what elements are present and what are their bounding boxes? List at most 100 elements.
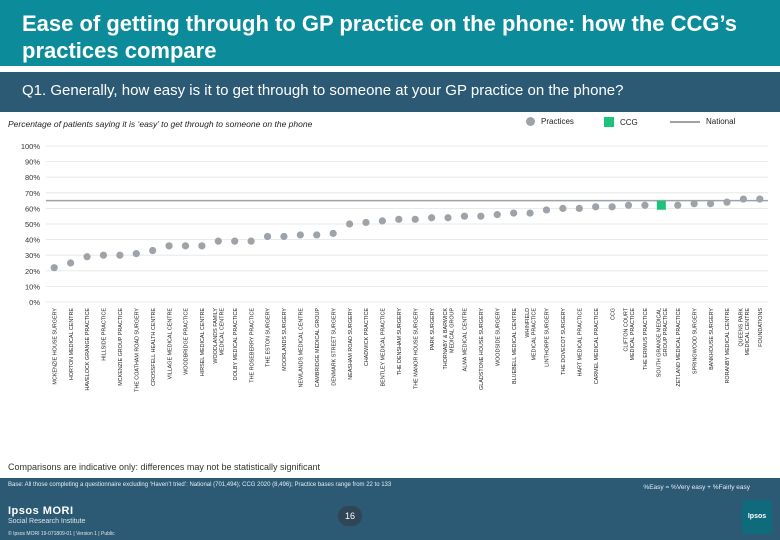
category-label: ALMA MEDICAL CENTRE <box>463 308 469 372</box>
legend-national: National <box>670 117 735 126</box>
category-label: NEASHAM ROAD SURGERY <box>348 308 354 380</box>
ipsos-mori-logo: Ipsos MORI <box>8 505 74 517</box>
practice-point <box>411 215 419 223</box>
practice-marker-icon <box>526 117 535 126</box>
practice-point <box>165 242 173 250</box>
practice-point <box>296 231 304 239</box>
category-label: MEDICAL CENTRE <box>745 308 751 356</box>
practice-point <box>247 237 255 245</box>
category-label: MCKENZIE GROUP PRACTICE <box>118 308 124 386</box>
y-tick-label: 10% <box>25 282 40 291</box>
y-tick-label: 100% <box>21 142 41 151</box>
easy-definition: %Easy = %Very easy + %Fairly easy <box>643 484 750 491</box>
practice-point <box>428 214 436 222</box>
legend-ccg-label: CCG <box>620 117 638 127</box>
practice-point <box>214 237 222 245</box>
practice-point <box>280 232 288 241</box>
practice-point <box>378 217 386 225</box>
category-label: CCG <box>610 308 616 320</box>
legend-practices-label: Practices <box>541 117 574 126</box>
y-tick-label: 70% <box>25 189 40 198</box>
category-label: WOODSIDE SURGERY <box>495 308 501 366</box>
category-label: HIRSEL MEDICAL CENTRE <box>200 308 206 377</box>
practice-point <box>67 259 75 267</box>
category-label: DOLBY MEDICAL PRACTICE <box>233 308 239 381</box>
category-label: THORNABY & BARWICK <box>443 308 449 370</box>
category-label: THE DOVECOT SURGERY <box>561 308 567 375</box>
comparison-note: Comparisons are indicative only: differe… <box>8 462 320 472</box>
y-tick-label: 0% <box>29 298 40 307</box>
practice-point <box>674 201 682 209</box>
practice-point <box>83 253 91 261</box>
practice-point <box>624 201 633 209</box>
title-band <box>0 0 780 66</box>
footer-band <box>0 478 780 540</box>
practice-point <box>690 200 698 208</box>
practice-point <box>542 206 551 214</box>
category-label: CROSSFELL HEALTH CENTRE <box>151 308 157 386</box>
y-tick-label: 50% <box>25 220 40 229</box>
category-label: RORANBY MEDICAL CENTRE <box>725 308 731 384</box>
category-label: NEWLANDS MEDICAL CENTRE <box>299 308 305 388</box>
category-label: CLIFTON COURT <box>623 307 629 351</box>
question-text: Q1. Generally, how easy is it to get thr… <box>22 82 624 99</box>
category-label: SOUTH GRANGE MEDICAL <box>656 308 662 377</box>
ccg-marker-icon <box>604 117 614 127</box>
copyright: © Ipsos MORI 19-071809-01 | Version 1 | … <box>8 531 115 537</box>
category-label: FOUNDATIONS <box>758 308 764 347</box>
practice-point <box>50 264 58 272</box>
category-label: CHADWICK PRACTICE <box>364 308 370 367</box>
practice-point <box>608 203 616 211</box>
category-label: PARK SURGERY <box>430 308 436 351</box>
national-line-icon <box>670 120 700 123</box>
category-label: SPRINGWOOD SURGERY <box>692 308 698 374</box>
category-label: THE ESTON SURGERY <box>266 308 272 367</box>
practice-point <box>756 195 764 203</box>
category-label: CAMBRIDGE MEDICAL GROUP <box>315 308 321 388</box>
category-label: MEDICAL PRACTICE <box>532 308 538 361</box>
category-label: VILLAGE MEDICAL CENTRE <box>167 308 173 380</box>
practice-point <box>313 231 321 239</box>
y-tick-label: 30% <box>25 251 40 260</box>
social-research-institute: Social Research Institute <box>8 518 86 525</box>
category-label: DENMARK STREET SURGERY <box>331 308 337 386</box>
question-band <box>0 72 780 112</box>
y-tick-label: 60% <box>25 204 40 213</box>
practice-point <box>181 242 190 250</box>
category-label: MEDICAL PRACTICE <box>630 308 636 361</box>
category-label: THE COATHAM ROAD SURGERY <box>134 308 140 392</box>
category-label: GROUP PRACTICE <box>663 308 669 357</box>
base-text: Base: All those completing a questionnai… <box>8 482 392 488</box>
practice-point <box>526 209 534 217</box>
y-tick-label: 80% <box>25 173 40 182</box>
practice-point <box>706 200 715 208</box>
y-tick-label: 90% <box>25 158 40 167</box>
category-label: QUEENS PARK <box>738 308 744 347</box>
practice-point <box>739 195 747 203</box>
category-label: ZETLAND MEDICAL PRACTICE <box>676 308 682 387</box>
category-label: THE ROSEBERRY PRACTICE <box>249 308 255 383</box>
practice-point <box>345 220 354 228</box>
category-label: HART MEDICAL PRACTICE <box>577 308 583 377</box>
category-label: BANKHOUSE SURGERY <box>709 308 715 370</box>
practice-point <box>493 211 501 219</box>
practice-point <box>510 209 518 217</box>
practice-point <box>149 246 157 255</box>
practice-point <box>575 204 583 212</box>
category-label: WOODBRIDGE PRACTICE <box>184 308 190 375</box>
category-label: HILLSIDE PRACTICE <box>102 308 108 361</box>
ccg-point <box>656 200 666 210</box>
practice-point <box>116 251 124 259</box>
y-tick-label: 20% <box>25 267 40 276</box>
page-number: 16 <box>338 506 362 526</box>
practice-point <box>198 242 206 250</box>
page-title: Ease of getting through to GP practice o… <box>22 11 738 63</box>
category-label: MOORLANDS SURGERY <box>282 308 288 371</box>
ipsos-logo: Ipsos <box>742 500 772 534</box>
category-label: LINTHORPE SURGERY <box>545 308 551 367</box>
legend-national-label: National <box>706 117 736 126</box>
category-label: THE DENSHAM SURGERY <box>397 308 403 376</box>
category-label: WOODLANDS FAMILY <box>213 308 219 364</box>
category-label: BENTLEY MEDICAL PRACTICE <box>381 308 387 387</box>
category-label: GLADSTONE HOUSE SURGERY <box>479 308 485 390</box>
